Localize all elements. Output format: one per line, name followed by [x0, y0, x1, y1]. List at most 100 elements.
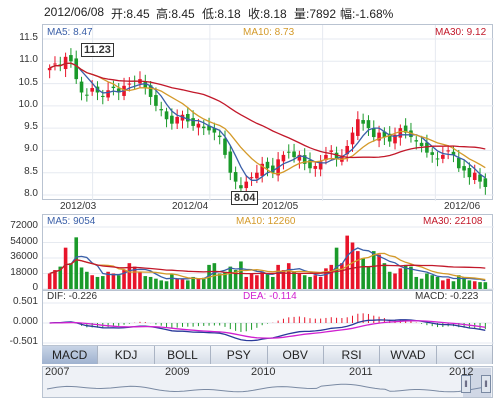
- tab-cci[interactable]: CCI: [436, 346, 493, 364]
- volume-chart-panel[interactable]: MA5: 9054 MA10: 12260 MA30: 22108: [42, 214, 494, 290]
- y-tick-label: 10.5: [18, 76, 38, 88]
- candle-body: [69, 55, 73, 62]
- candle-body: [239, 185, 243, 189]
- volume-bar: [334, 247, 339, 289]
- candle-body: [175, 117, 179, 124]
- candle-body: [361, 120, 365, 124]
- quote-change: 幅:-1.68%: [340, 7, 394, 21]
- volume-bar: [180, 279, 185, 289]
- volume-bar: [409, 266, 413, 289]
- candle-body: [472, 172, 477, 180]
- candle-body: [249, 177, 254, 179]
- candle-body: [233, 172, 238, 182]
- time-range-navigator[interactable]: 2007 2009 2010 2011 2012 ‖ ‖: [42, 366, 493, 398]
- candle-body: [111, 86, 116, 89]
- volume-bar: [276, 264, 280, 289]
- candle-body: [85, 94, 89, 96]
- volume-bar: [483, 282, 488, 289]
- volume-ma10-line: [49, 252, 486, 281]
- macd-value-label: MACD: -0.223: [415, 291, 479, 302]
- volume-bar: [451, 281, 456, 289]
- candle-body: [116, 88, 121, 93]
- volume-bar: [148, 276, 153, 289]
- volume-bar: [85, 271, 89, 289]
- y-tick-label: 9.0: [24, 143, 38, 155]
- volume-bar: [297, 273, 302, 289]
- volume-bar: [132, 266, 137, 289]
- volume-bar: [419, 278, 424, 289]
- navigator-year-2010: 2010: [251, 366, 276, 378]
- quote-high: 高:8.45: [156, 7, 195, 21]
- candle-body: [148, 85, 153, 97]
- volume-bar: [217, 273, 222, 289]
- candle-body: [159, 109, 164, 111]
- y-tick-label: 0.501: [12, 296, 38, 307]
- volume-bar: [286, 263, 291, 289]
- candle-body: [244, 181, 249, 189]
- volume-bar: [292, 271, 296, 289]
- volume-bar: [324, 268, 328, 289]
- candle-body: [164, 111, 169, 120]
- volume-bar: [111, 273, 116, 289]
- volume-bar: [382, 263, 387, 289]
- price-ma10-line: [49, 62, 486, 175]
- navigator-right-handle[interactable]: ‖: [481, 375, 491, 393]
- candle-body: [435, 158, 440, 160]
- candle-body: [47, 67, 52, 71]
- volume-bar: [47, 273, 52, 289]
- price-chart: [43, 25, 494, 201]
- tab-rsi[interactable]: RSI: [323, 346, 381, 364]
- tab-macd[interactable]: MACD: [42, 346, 99, 364]
- volume-bar: [393, 273, 397, 289]
- y-tick-label: 10.0: [18, 98, 38, 110]
- candle-body: [53, 63, 57, 65]
- quote-close: 收:8.18: [248, 7, 287, 21]
- volume-bar: [271, 276, 275, 289]
- y-tick-label: 8.5: [24, 165, 38, 177]
- price-chart-panel[interactable]: MA5: 8.47 MA10: 8.73 MA30: 9.12 11.23 8.…: [42, 24, 494, 205]
- volume-bar: [260, 271, 264, 289]
- candle-body: [143, 81, 148, 89]
- candle-body: [382, 131, 387, 138]
- candle-body: [483, 178, 488, 187]
- candle-body: [441, 154, 445, 159]
- macd-chart-panel[interactable]: DIF: -0.226 DEA: -0.114 MACD: -0.223: [42, 290, 494, 346]
- high-callout: 11.23: [81, 43, 114, 57]
- quote-volume: 量:7892: [294, 7, 337, 21]
- candle-body: [74, 58, 79, 80]
- tab-boll[interactable]: BOLL: [154, 346, 212, 364]
- candle-body: [217, 135, 222, 138]
- volume-bar: [313, 275, 318, 289]
- candle-body: [106, 90, 110, 98]
- volume-bar: [170, 274, 174, 289]
- candle-body: [292, 151, 296, 158]
- candle-body: [281, 154, 286, 162]
- volume-bar: [302, 275, 307, 289]
- candle-body: [207, 125, 211, 131]
- candle-body: [223, 138, 227, 155]
- quote-header: 2012/06/08 开:8.45 高:8.45 低:8.18 收:8.18 量…: [0, 0, 500, 24]
- candle-body: [255, 172, 259, 179]
- y-tick-label: 9.5: [24, 121, 38, 133]
- tab-wvad[interactable]: WVAD: [380, 346, 437, 364]
- candle-body: [329, 150, 334, 152]
- volume-bar: [281, 270, 286, 289]
- navigator-line: [46, 383, 489, 393]
- candle-body: [377, 132, 381, 141]
- volume-bar: [63, 247, 68, 289]
- tab-obv[interactable]: OBV: [267, 346, 324, 364]
- y-tick-label: 18000: [10, 266, 38, 278]
- tab-kdj[interactable]: KDJ: [98, 346, 155, 364]
- navigator-left-handle[interactable]: ‖: [461, 375, 471, 393]
- candle-body: [430, 152, 435, 155]
- quote-open: 开:8.45: [111, 7, 150, 21]
- price-ma10-label: MA10: 8.73: [243, 27, 295, 38]
- y-tick-label: -0.501: [9, 336, 38, 347]
- candle-body: [462, 166, 466, 171]
- volume-bar: [127, 263, 132, 289]
- tab-psy[interactable]: PSY: [211, 346, 268, 364]
- volume-bar: [106, 271, 110, 289]
- candle-body: [403, 125, 408, 133]
- price-ma5-line: [49, 62, 486, 181]
- volume-bar: [350, 242, 355, 289]
